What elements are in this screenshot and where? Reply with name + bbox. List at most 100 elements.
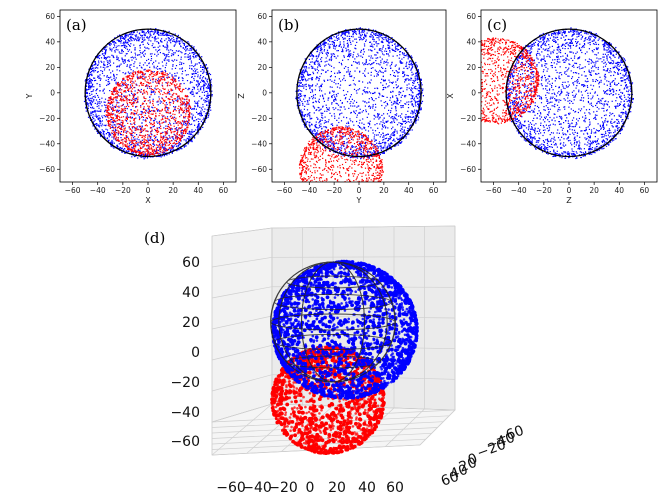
data-point bbox=[169, 136, 171, 138]
data-point bbox=[361, 145, 363, 147]
data-point bbox=[368, 106, 370, 108]
data-point bbox=[143, 107, 145, 109]
data-point bbox=[359, 70, 361, 72]
data-point bbox=[115, 88, 117, 90]
data-point bbox=[136, 84, 138, 86]
data-point bbox=[131, 147, 133, 149]
data-point bbox=[130, 123, 132, 125]
data-point bbox=[343, 31, 345, 33]
data-point bbox=[343, 46, 345, 48]
data-point bbox=[146, 153, 148, 155]
data-point bbox=[153, 109, 155, 112]
data-point bbox=[125, 132, 128, 134]
data-point bbox=[394, 130, 396, 132]
data-point bbox=[131, 84, 133, 86]
data-point bbox=[188, 108, 190, 110]
data-point bbox=[412, 82, 414, 84]
data-point bbox=[321, 128, 323, 130]
data-point bbox=[125, 99, 127, 101]
data-point bbox=[90, 106, 92, 109]
data-point bbox=[190, 133, 193, 135]
data-point bbox=[157, 129, 159, 131]
data-point bbox=[188, 88, 191, 90]
data-point bbox=[322, 44, 324, 46]
data-point bbox=[105, 48, 107, 51]
data-point bbox=[174, 121, 176, 123]
data-point bbox=[396, 49, 399, 51]
data-point bbox=[298, 105, 300, 107]
data-point bbox=[184, 56, 186, 58]
data-point bbox=[195, 56, 197, 58]
data-point bbox=[351, 156, 353, 158]
data-point bbox=[165, 54, 167, 56]
data-point bbox=[160, 34, 162, 36]
data-point bbox=[378, 33, 380, 35]
data-point bbox=[405, 103, 407, 105]
data-point bbox=[127, 131, 129, 133]
data-point bbox=[176, 127, 178, 129]
data-point bbox=[340, 46, 342, 48]
data-point bbox=[165, 105, 167, 107]
data-point bbox=[123, 108, 125, 110]
data-point bbox=[410, 94, 412, 96]
data-point bbox=[157, 122, 159, 124]
data-point bbox=[197, 88, 199, 90]
data-point bbox=[200, 114, 202, 116]
data-point bbox=[163, 146, 165, 148]
data-point bbox=[194, 72, 197, 74]
data-point bbox=[174, 134, 176, 136]
data-point bbox=[194, 63, 197, 65]
data-point bbox=[111, 48, 113, 50]
data-point bbox=[401, 87, 403, 89]
data-point bbox=[120, 40, 122, 42]
data-point bbox=[148, 113, 150, 115]
data-point bbox=[128, 33, 130, 35]
data-point bbox=[344, 32, 346, 34]
data-point bbox=[358, 33, 360, 35]
data-point bbox=[333, 67, 335, 69]
data-point bbox=[138, 151, 140, 153]
data-point bbox=[411, 96, 413, 98]
data-point bbox=[168, 122, 171, 124]
data-point bbox=[134, 38, 136, 40]
data-point bbox=[298, 101, 300, 103]
data-point bbox=[179, 121, 182, 123]
data-point bbox=[174, 98, 176, 100]
data-point bbox=[151, 127, 153, 129]
data-point bbox=[396, 71, 398, 73]
data-point bbox=[126, 130, 128, 132]
data-point bbox=[93, 118, 95, 120]
data-point bbox=[109, 106, 111, 108]
data-point bbox=[94, 119, 96, 121]
data-point bbox=[419, 92, 421, 94]
data-point bbox=[163, 79, 165, 81]
data-point bbox=[112, 55, 114, 57]
data-point bbox=[358, 126, 361, 128]
data-point bbox=[110, 43, 112, 45]
data-point bbox=[158, 90, 160, 93]
data-point bbox=[126, 65, 128, 67]
data-point bbox=[97, 67, 99, 69]
data-point bbox=[330, 131, 332, 133]
data-point bbox=[92, 67, 94, 69]
data-point bbox=[154, 106, 156, 109]
data-point bbox=[172, 116, 174, 118]
data-point bbox=[129, 95, 131, 97]
data-point bbox=[98, 107, 100, 109]
data-point bbox=[205, 87, 207, 89]
data-point bbox=[116, 117, 118, 119]
data-point bbox=[107, 139, 109, 142]
data-point bbox=[203, 64, 205, 66]
data-point bbox=[331, 95, 333, 98]
data-point bbox=[181, 90, 183, 92]
y-tick-label: 0 bbox=[50, 88, 55, 97]
data-point bbox=[117, 130, 119, 132]
data-point bbox=[139, 54, 141, 56]
data-point bbox=[92, 83, 94, 85]
data-point bbox=[118, 143, 120, 145]
data-point bbox=[119, 64, 121, 66]
data-point bbox=[181, 41, 183, 43]
data-point bbox=[124, 125, 126, 127]
data-point bbox=[173, 109, 175, 111]
data-point bbox=[203, 89, 205, 91]
